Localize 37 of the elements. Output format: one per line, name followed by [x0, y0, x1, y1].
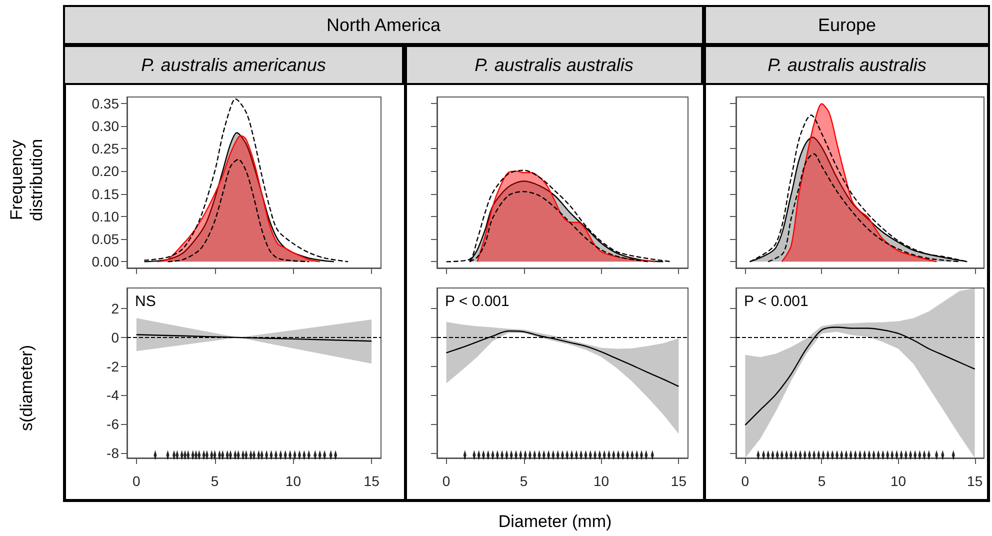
y-tick-label: 0 — [111, 330, 120, 346]
y-axis-title: Frequency distribution — [7, 138, 47, 224]
x-tick-label: 15 — [670, 473, 687, 489]
chart-subtitle: P. australis americanus — [63, 45, 404, 85]
y-tick-label: 0.25 — [92, 140, 120, 157]
y-tick-label: 0.35 — [92, 95, 120, 112]
annotation: P < 0.001 — [744, 293, 808, 310]
y-tick-label: -4 — [106, 387, 120, 404]
x-tick-label: 0 — [741, 473, 750, 489]
y-tick-label: 0.20 — [92, 163, 120, 180]
y-axis-title: s(diameter) — [16, 344, 37, 432]
chart-subtitle: P. australis australis — [405, 45, 703, 85]
x-tick-label: 15 — [967, 473, 983, 489]
x-tick-label: 5 — [520, 473, 528, 489]
chart-title: North America — [63, 5, 704, 45]
y-tick-label: 0.15 — [92, 186, 120, 202]
y-tick-label: 2 — [111, 300, 120, 317]
y-tick-label: 0.05 — [92, 231, 120, 248]
x-tick-label: 5 — [210, 473, 219, 489]
y-tick-label: -8 — [106, 444, 120, 461]
x-tick-label: 0 — [442, 473, 450, 489]
y-tick-label: -2 — [106, 358, 120, 374]
x-tick-label: 10 — [890, 473, 906, 489]
annotation: P < 0.001 — [445, 293, 510, 310]
y-tick-label: 0.30 — [92, 118, 120, 134]
x-tick-label: 10 — [593, 473, 610, 489]
x-tick-label: 15 — [364, 473, 380, 489]
annotation: NS — [135, 293, 156, 310]
x-tick-label: 0 — [132, 473, 141, 489]
y-tick-label: 0.00 — [92, 254, 120, 270]
chart-subtitle: P. australis australis — [704, 45, 990, 85]
x-axis-title: Diameter (mm) — [497, 512, 613, 532]
y-tick-label: -6 — [106, 416, 120, 432]
x-tick-label: 10 — [285, 473, 302, 489]
y-tick-label: 0.10 — [92, 208, 120, 224]
chart-title: Europe — [704, 5, 990, 45]
x-tick-label: 5 — [818, 473, 826, 489]
